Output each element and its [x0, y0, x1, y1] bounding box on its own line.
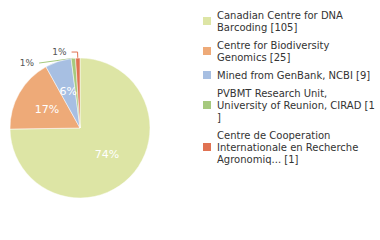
svg-text:Mined from GenBank, NCBI [9]: Mined from GenBank, NCBI [9]	[217, 70, 370, 81]
svg-text:Internationale en Recherche: Internationale en Recherche	[217, 142, 362, 153]
svg-text:Agronomiq... [1]: Agronomiq... [1]	[217, 154, 299, 165]
svg-text:Centre for Biodiversity: Centre for Biodiversity	[217, 40, 333, 51]
svg-text:1%: 1%	[20, 58, 35, 68]
svg-text:]: ]	[217, 112, 221, 123]
svg-text:1%: 1%	[52, 47, 67, 57]
svg-text:Centre de Cooperation: Centre de Cooperation	[217, 130, 334, 141]
svg-text:PVBMT Research Unit,: PVBMT Research Unit,	[217, 88, 330, 99]
svg-text:University of Reunion, CIRAD [: University of Reunion, CIRAD [1	[217, 100, 375, 111]
svg-text:74%: 74%	[95, 148, 119, 161]
svg-text:Barcoding [105]: Barcoding [105]	[217, 22, 297, 33]
svg-text:6%: 6%	[59, 85, 76, 98]
svg-text:17%: 17%	[35, 103, 59, 116]
svg-text:Genomics [25]: Genomics [25]	[217, 52, 290, 63]
svg-text:Canadian Centre for DNA: Canadian Centre for DNA	[217, 10, 346, 21]
